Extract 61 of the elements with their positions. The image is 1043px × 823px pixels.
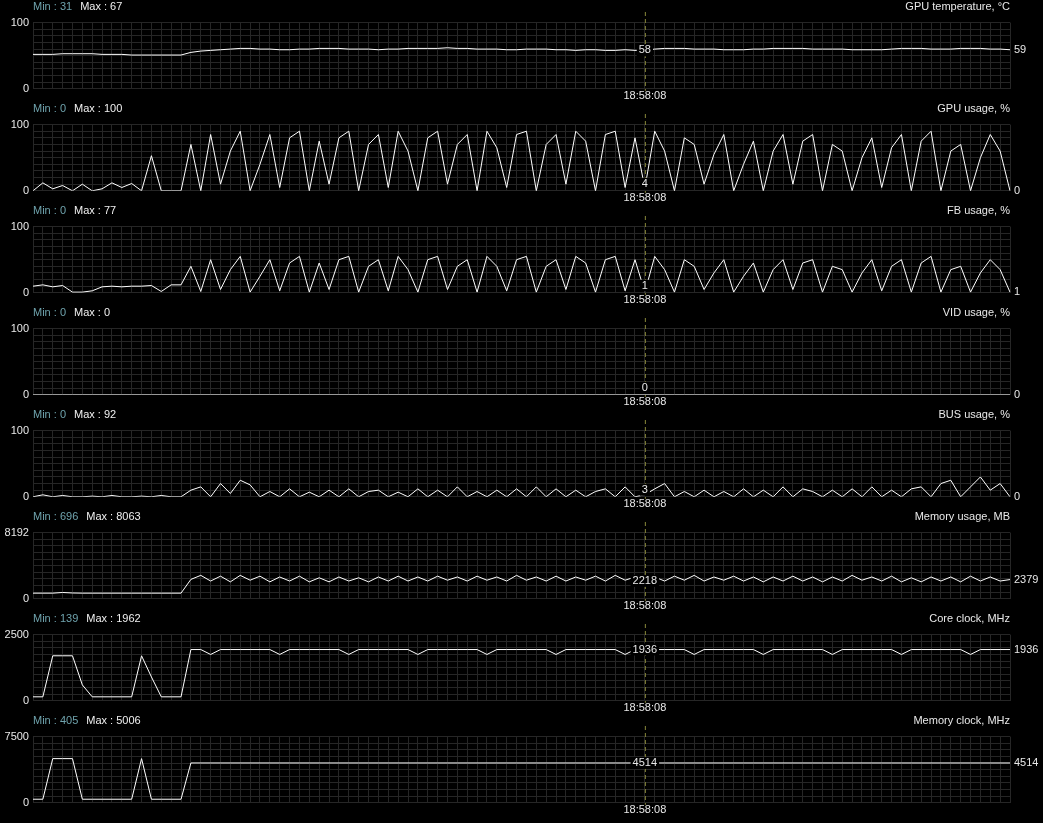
data-label: 3 [641, 482, 648, 495]
text: 18:58:08 [623, 802, 667, 815]
y-tick-label: 0 [22, 183, 29, 196]
text: Min : 405 [33, 714, 79, 726]
text: Max : 5006 [86, 714, 141, 726]
chart-title: GPU usage, % [937, 102, 1010, 115]
text: 18:58:08 [623, 190, 667, 203]
y-tick-label: 100 [10, 321, 29, 334]
text: Max : 77 [74, 204, 117, 216]
data-label: 4514 [1014, 755, 1039, 768]
chart-title: Core clock, MHz [929, 612, 1010, 625]
data-label: 58 [638, 43, 651, 56]
data-label: 0 [1014, 183, 1021, 196]
y-tick-label: 7500 [4, 729, 29, 742]
data-label: 59 [1014, 42, 1027, 55]
y-tick-label: 8192 [4, 525, 29, 538]
text: Max : 100 [74, 102, 123, 114]
text: Max : 92 [74, 408, 117, 420]
y-tick-label: 100 [10, 423, 29, 436]
text: Min : 31 [33, 0, 73, 12]
y-tick-label: 100 [10, 15, 29, 28]
text: Max : 8063 [86, 510, 141, 522]
text: 18:58:08 [623, 700, 667, 713]
data-label: 1936 [1014, 642, 1039, 655]
y-tick-label: 100 [10, 117, 29, 130]
text: Max : 67 [80, 0, 123, 12]
y-tick-label: 0 [22, 489, 29, 502]
text: Max : 0 [74, 306, 111, 318]
y-tick-label: 100 [10, 219, 29, 232]
text: Min : 0 [33, 306, 67, 318]
text: Min : 139 [33, 612, 79, 624]
data-label: 1 [1014, 285, 1021, 298]
y-tick-label: 2500 [4, 627, 29, 640]
y-tick-label: 0 [22, 591, 29, 604]
data-label: 1 [641, 278, 648, 291]
chart-title: Memory clock, MHz [913, 714, 1010, 727]
data-label: 2379 [1014, 572, 1039, 585]
text: Min : 0 [33, 204, 67, 216]
text: 18:58:08 [623, 394, 667, 407]
y-tick-label: 0 [22, 387, 29, 400]
text: 18:58:08 [623, 598, 667, 611]
data-label: 4 [641, 176, 648, 189]
chart-title: VID usage, % [942, 306, 1010, 319]
text: 18:58:08 [623, 496, 667, 509]
data-label: 0 [641, 380, 648, 393]
data-label: 0 [1014, 489, 1021, 502]
text: Min : 0 [33, 102, 67, 114]
text: Min : 0 [33, 408, 67, 420]
chart-title: GPU temperature, °C [905, 0, 1010, 13]
text: 18:58:08 [623, 292, 667, 305]
chart-title: BUS usage, % [938, 408, 1010, 421]
y-tick-label: 0 [22, 693, 29, 706]
text: Max : 1962 [86, 612, 141, 624]
text: Min : 696 [33, 510, 79, 522]
text: 18:58:08 [623, 88, 667, 101]
y-tick-label: 0 [22, 81, 29, 94]
chart-title: Memory usage, MB [914, 510, 1010, 523]
y-tick-label: 0 [22, 795, 29, 808]
data-label: 0 [1014, 387, 1021, 400]
y-tick-label: 0 [22, 285, 29, 298]
chart-title: FB usage, % [947, 204, 1010, 217]
